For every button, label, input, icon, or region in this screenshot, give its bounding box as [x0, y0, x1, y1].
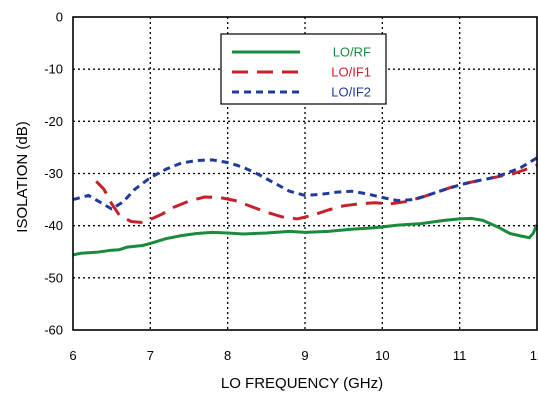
series-lines	[72, 156, 538, 257]
y-tick-label: -30	[44, 166, 63, 181]
x-tick-label: 7	[147, 348, 154, 363]
x-tick-label: 11	[453, 348, 467, 363]
y-tick-label: 0	[56, 10, 63, 25]
plot-frame	[72, 16, 538, 331]
series-line-lo-rf	[72, 216, 538, 257]
y-tick-labels: 0 -10 -20 -30 -40 -50 -60	[44, 10, 63, 338]
x-axis-title: LO FREQUENCY (GHz)	[221, 375, 383, 392]
x-tick-label: 8	[224, 348, 231, 363]
y-tick-label: -20	[44, 114, 63, 129]
legend-box	[220, 33, 387, 105]
y-tick-label: -50	[44, 270, 63, 285]
x-tick-label: 6	[69, 348, 76, 363]
y-axis-title: ISOLATION (dB)	[14, 121, 31, 232]
y-tick-label: -40	[44, 218, 63, 233]
grid-lines	[73, 17, 537, 330]
x-tick-label: 12	[530, 348, 538, 363]
legend: LO/RF LO/IF1 LO/IF2	[220, 33, 387, 105]
x-tick-labels: 6 7 8 9 10 11 12	[69, 348, 538, 363]
y-tick-label: -10	[44, 62, 63, 77]
series-line-lo-if2	[72, 156, 538, 211]
x-tick-label: 10	[375, 348, 389, 363]
x-tick-label: 9	[301, 348, 308, 363]
series-line-lo-if1	[95, 163, 538, 224]
legend-label: LO/RF	[333, 45, 371, 60]
legend-label: LO/IF2	[331, 85, 371, 100]
y-tick-label: -60	[44, 323, 63, 338]
legend-label: LO/IF1	[331, 65, 371, 80]
